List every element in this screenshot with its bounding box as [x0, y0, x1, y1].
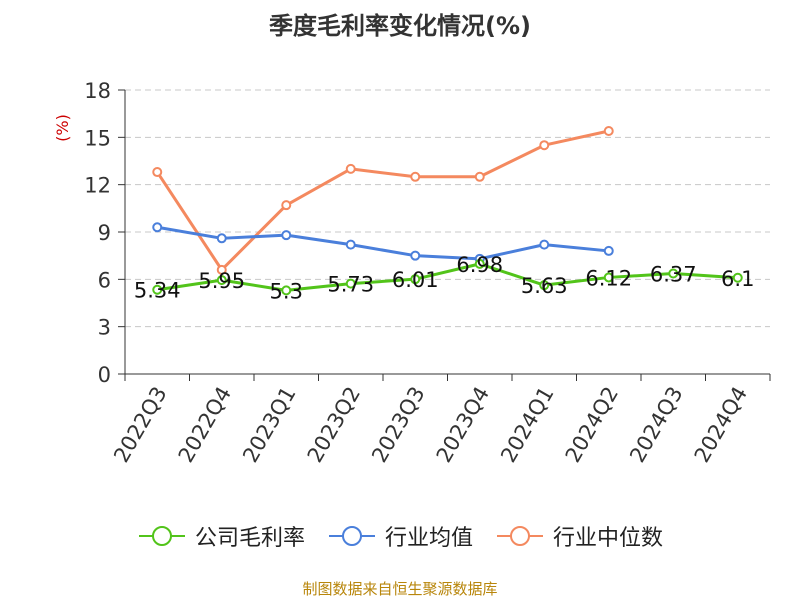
data-point: [152, 284, 163, 295]
x-tick-label: 2023Q1: [238, 383, 300, 467]
data-point: [152, 167, 163, 178]
data-label: 5.3: [270, 279, 303, 303]
legend-label: 行业中位数: [553, 526, 664, 551]
data-point: [410, 171, 421, 182]
series-lines: [152, 126, 743, 296]
legend-label: 行业均值: [384, 526, 473, 551]
chart-title: 季度毛利率变化情况(%): [269, 12, 531, 40]
data-point: [603, 245, 614, 256]
data-label: 6.1: [721, 267, 754, 291]
x-tick-label: 2024Q3: [625, 383, 687, 467]
data-label: 6.01: [392, 268, 439, 292]
data-point: [345, 163, 356, 174]
series-line: [155, 129, 610, 272]
source-note: 制图数据来自恒生聚源数据库: [302, 580, 498, 598]
x-tick-label: 2023Q3: [367, 383, 429, 467]
data-point: [732, 272, 743, 283]
data-point: [281, 230, 292, 241]
data-point: [345, 278, 356, 289]
legend: 公司毛利率 行业均值 行业中位数: [0, 520, 800, 552]
grid-lines: [125, 89, 770, 328]
legend-item: 行业中位数: [495, 520, 663, 552]
y-tick-label: 12: [84, 174, 111, 198]
data-point: [216, 264, 227, 275]
data-point: [603, 272, 614, 283]
x-tick-label: 2024Q4: [690, 383, 752, 467]
data-point: [345, 239, 356, 250]
legend-marker-icon: [138, 526, 185, 546]
data-point: [152, 222, 163, 233]
legend-label: 公司毛利率: [194, 526, 305, 551]
data-label: 6.37: [650, 262, 697, 286]
y-tick-label: 18: [84, 79, 111, 103]
data-point: [668, 268, 679, 279]
y-tick-label: 3: [98, 316, 111, 340]
data-label: 6.12: [585, 266, 632, 290]
x-tick-label: 2023Q4: [432, 383, 494, 467]
data-label: 5.95: [198, 269, 245, 293]
y-tick-label: 15: [84, 126, 111, 150]
y-axis-label: (%): [53, 114, 72, 142]
legend-item: 公司毛利率: [137, 520, 305, 552]
data-point: [539, 280, 550, 291]
data-label: 5.63: [521, 274, 568, 298]
data-point: [474, 258, 485, 269]
x-tick-label: 2022Q3: [109, 383, 171, 467]
x-tick-label: 2024Q2: [561, 383, 623, 467]
x-tick-label: 2024Q1: [496, 383, 558, 467]
data-point: [474, 171, 485, 182]
x-tick-label: 2022Q4: [174, 383, 236, 467]
y-tick-label: 6: [98, 268, 111, 292]
data-point: [281, 285, 292, 296]
legend-marker-icon: [328, 526, 375, 546]
x-tick-label: 2023Q2: [303, 383, 365, 467]
series-line: [157, 262, 738, 292]
data-point: [539, 239, 550, 250]
series-line: [156, 225, 609, 261]
data-point: [603, 126, 614, 137]
y-tick-label: 0: [98, 363, 111, 387]
data-point: [539, 140, 550, 151]
data-point: [216, 275, 227, 286]
y-tick-label: 9: [98, 221, 111, 245]
legend-item: 行业均值: [327, 520, 473, 552]
data-label: 6.98: [456, 253, 503, 277]
legend-marker-icon: [497, 526, 543, 546]
data-point: [410, 274, 421, 285]
data-labels: 5.34 5.95 5.3 5.73 6.01 6.98 5.63 6.12 6.37 6.1: [134, 253, 755, 304]
data-label: 5.34: [134, 279, 181, 303]
data-label: 5.73: [327, 273, 374, 297]
data-point: [216, 233, 227, 244]
data-point: [410, 250, 421, 261]
data-point: [281, 200, 292, 211]
